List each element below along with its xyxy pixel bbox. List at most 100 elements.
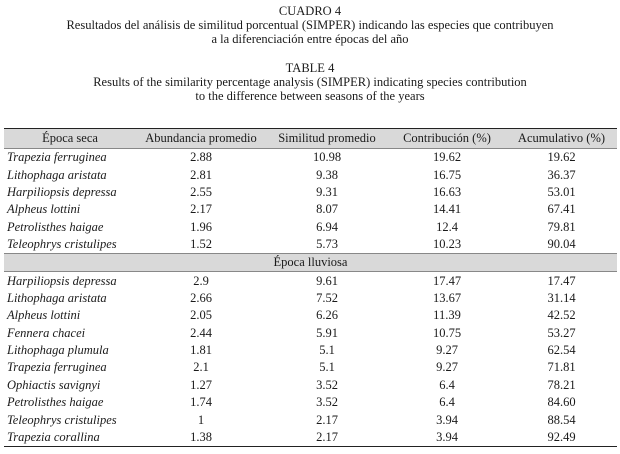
column-header: Similitud promedio [266,128,388,149]
value-cell: 3.52 [316,377,338,392]
value-cell: 1.27 [190,377,212,392]
value-cell: 3.94 [388,428,506,448]
table-row: Harpiliopsis depressa 2.55 9.31 16.63 53.01 [4,184,617,201]
value-cell: 14.41 [432,202,462,217]
value-cell: 6.4 [439,395,455,410]
table-row: Alpheus lottini 2.17 8.07 14.41 67.41 [4,201,617,218]
caption-es-line-1: Resultados del análisis de similitud por… [66,18,554,32]
value-cell: 6.26 [316,308,338,323]
header-row: Época seca Abundancia promedio Similitud p… [4,128,617,149]
value-cell: 5.91 [316,325,338,340]
value-cell: 62.54 [547,343,576,358]
value-cell: 36.37 [547,167,576,182]
column-header: Época seca [4,128,136,149]
value-cell: 1.96 [190,219,212,234]
value-cell: 17.47 [547,273,576,288]
value-cell: 12.4 [436,219,458,234]
value-cell: 79.81 [547,219,576,234]
simper-table-wrapper: Época seca Abundancia promedio Similitud p… [4,128,617,448]
species-name-cell: Lithophaga aristata [7,167,107,182]
value-cell: 9.27 [436,343,458,358]
epoca-lluviosa-section: Época lluviosa Harpiliopsis depressa 2.9 9… [4,253,617,448]
table-header: Época seca Abundancia promedio Similitud p… [4,128,617,149]
value-cell: 11.39 [433,308,461,323]
value-cell: 2.44 [190,325,212,340]
value-cell: 9.27 [436,360,458,375]
value-cell: 19.62 [547,150,576,165]
value-cell: 2.81 [190,167,212,182]
value-cell: 88.54 [547,412,576,427]
table-row: Lithophaga aristata 2.66 7.52 13.67 31.14 [4,290,617,307]
table-row: Alpheus lottini 2.05 6.26 11.39 42.52 [4,307,617,324]
table-row: Teleophrys cristulipes 1 2.17 3.94 88.54 [4,411,617,428]
value-cell: 9.31 [316,184,338,199]
value-cell: 78.21 [547,377,576,392]
value-cell: 2.66 [190,290,212,305]
value-cell: 31.14 [547,290,576,305]
value-cell: 2.55 [190,184,212,199]
value-cell: 5.1 [319,343,335,358]
value-cell: 92.49 [506,428,617,448]
table-row: Lithophaga aristata 2.81 9.38 16.75 36.37 [4,166,617,183]
table-row: Ophiactis savignyi 1.27 3.52 6.4 78.21 [4,377,617,394]
section-label-row: Época lluviosa [4,253,617,273]
value-cell: 2.9 [193,273,209,288]
value-cell: 1.81 [190,343,212,358]
column-header: Contribución (%) [388,128,506,149]
caption-es-line-2: a la diferenciación entre épocas del año [211,32,409,46]
table-row: Lithophaga plumula 1.81 5.1 9.27 62.54 [4,342,617,359]
table-row: Trapezia ferruginea 2.1 5.1 9.27 71.81 [4,359,617,376]
value-cell: 10.98 [312,150,342,165]
species-name-cell: Teleophrys cristulipes [7,412,117,427]
table-row: Trapezia corallina 1.38 2.17 3.94 92.49 [4,428,617,448]
value-cell: 10.23 [432,237,462,252]
species-name-cell: Harpiliopsis depressa [7,184,117,199]
species-name-cell: Trapezia ferruginea [7,360,107,375]
species-name-cell: Trapezia corallina [4,428,136,448]
value-cell: 6.4 [439,377,455,392]
table-row: Teleophrys cristulipes 1.52 5.73 10.23 90.04 [4,236,617,254]
value-cell: 67.41 [547,202,576,217]
value-cell: 2.17 [266,428,388,448]
value-cell: 2.88 [190,150,212,165]
species-name-cell: Alpheus lottini [7,308,81,323]
value-cell: 17.47 [432,273,462,288]
value-cell: 53.01 [547,184,576,199]
value-cell: 10.75 [432,325,462,340]
value-cell: 1 [197,412,205,427]
value-cell: 19.62 [432,150,462,165]
caption-es-title: CUADRO 4 [278,4,342,18]
value-cell: 90.04 [547,237,576,252]
species-name-cell: Trapezia ferruginea [7,150,107,165]
value-cell: 5.1 [319,360,335,375]
value-cell: 2.17 [190,202,212,217]
species-name-cell: Fennera chacei [7,325,86,340]
caption-en-line-2: to the difference between seasons of the… [195,89,425,103]
value-cell: 8.07 [316,202,338,217]
value-cell: 3.94 [436,412,458,427]
value-cell: 2.17 [316,412,338,427]
table-caption: CUADRO 4 Resultados del análisis de simi… [0,4,620,103]
value-cell: 13.67 [432,290,462,305]
value-cell: 9.38 [316,167,338,182]
table-row: Petrolisthes haigae 1.96 6.94 12.4 79.81 [4,219,617,236]
value-cell: 5.73 [316,237,338,252]
value-cell: 71.81 [547,360,576,375]
value-cell: 6.94 [316,219,338,234]
epoca-seca-section: Trapezia ferruginea 2.88 10.98 19.62 19.62 Li… [4,149,617,254]
value-cell: 16.63 [432,184,462,199]
value-cell: 2.05 [190,308,212,323]
species-name-cell: Petrolisthes haigae [7,395,104,410]
document-page: CUADRO 4 Resultados del análisis de simi… [0,4,620,454]
column-header: Abundancia promedio [136,128,266,149]
value-cell: 1.38 [136,428,266,448]
value-cell: 2.1 [193,360,209,375]
species-name-cell: Petrolisthes haigae [7,219,104,234]
species-name-cell: Lithophaga aristata [7,290,107,305]
value-cell: 3.52 [316,395,338,410]
table-row: Petrolisthes haigae 1.74 3.52 6.4 84.60 [4,394,617,411]
section-label-lluviosa: Época lluviosa [4,253,617,273]
value-cell: 42.52 [547,308,576,323]
value-cell: 1.52 [190,237,212,252]
species-name-cell: Alpheus lottini [7,202,81,217]
